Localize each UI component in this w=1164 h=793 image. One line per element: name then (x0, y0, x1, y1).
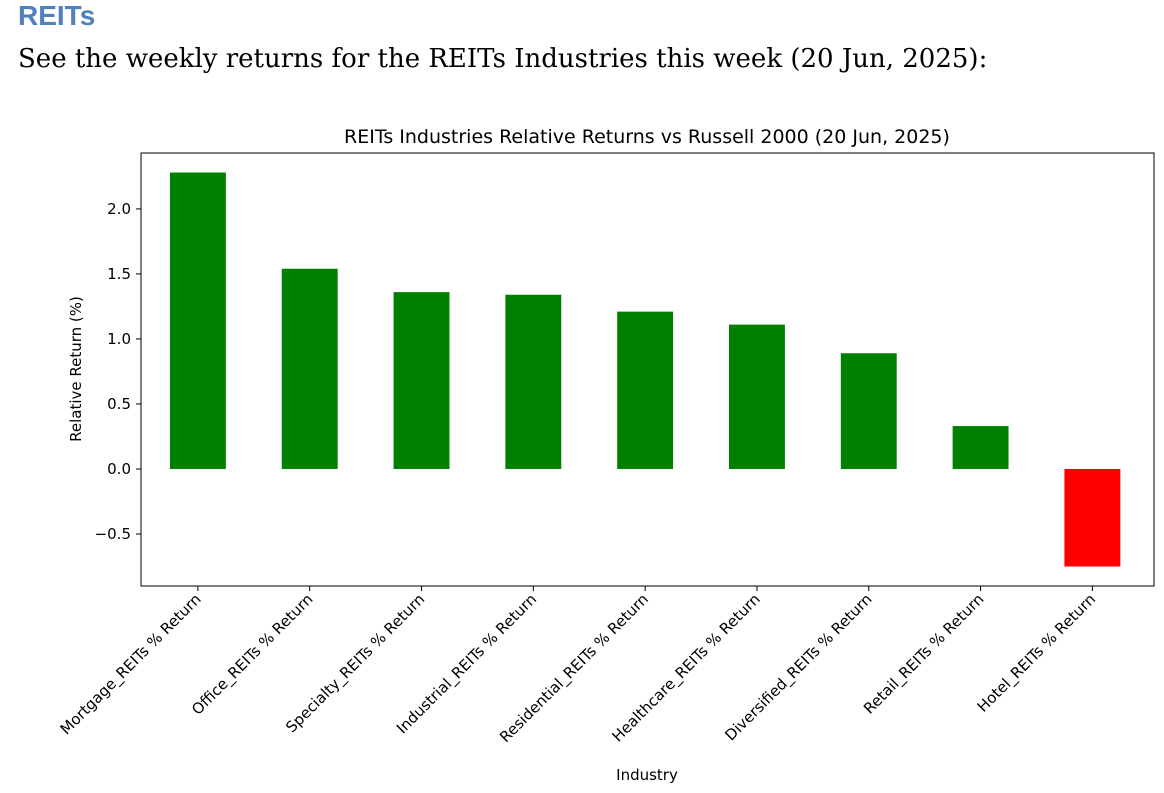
x-tick-label: Office_REITs % Return (188, 590, 317, 719)
bar (952, 426, 1009, 469)
x-tick-label: Retail_REITs % Return (860, 590, 988, 718)
bar (393, 292, 450, 469)
y-axis-label: Relative Return (%) (67, 296, 85, 442)
intro-text: See the weekly returns for the REITs Ind… (18, 44, 988, 74)
bar (840, 353, 897, 469)
bar (617, 311, 674, 469)
x-tick-label: Mortgage_REITs % Return (57, 590, 206, 739)
y-tick-label: 0.0 (107, 460, 131, 478)
section-heading: REITs (18, 0, 96, 31)
y-tick-label: 1.0 (107, 330, 131, 348)
x-axis-label: Industry (616, 766, 678, 784)
chart-title: REITs Industries Relative Returns vs Rus… (344, 126, 950, 148)
bar (1064, 468, 1121, 567)
bar (169, 172, 226, 469)
bar (729, 324, 785, 469)
y-tick-label: 2.0 (107, 200, 131, 218)
y-tick-label: −0.5 (95, 525, 131, 543)
x-tick-label: Hotel_REITs % Return (974, 590, 1100, 716)
y-tick-label: 0.5 (107, 395, 131, 413)
y-tick-label: 1.5 (107, 265, 131, 283)
bar (281, 268, 338, 469)
bar (505, 294, 562, 469)
plot-frame (140, 152, 1155, 587)
